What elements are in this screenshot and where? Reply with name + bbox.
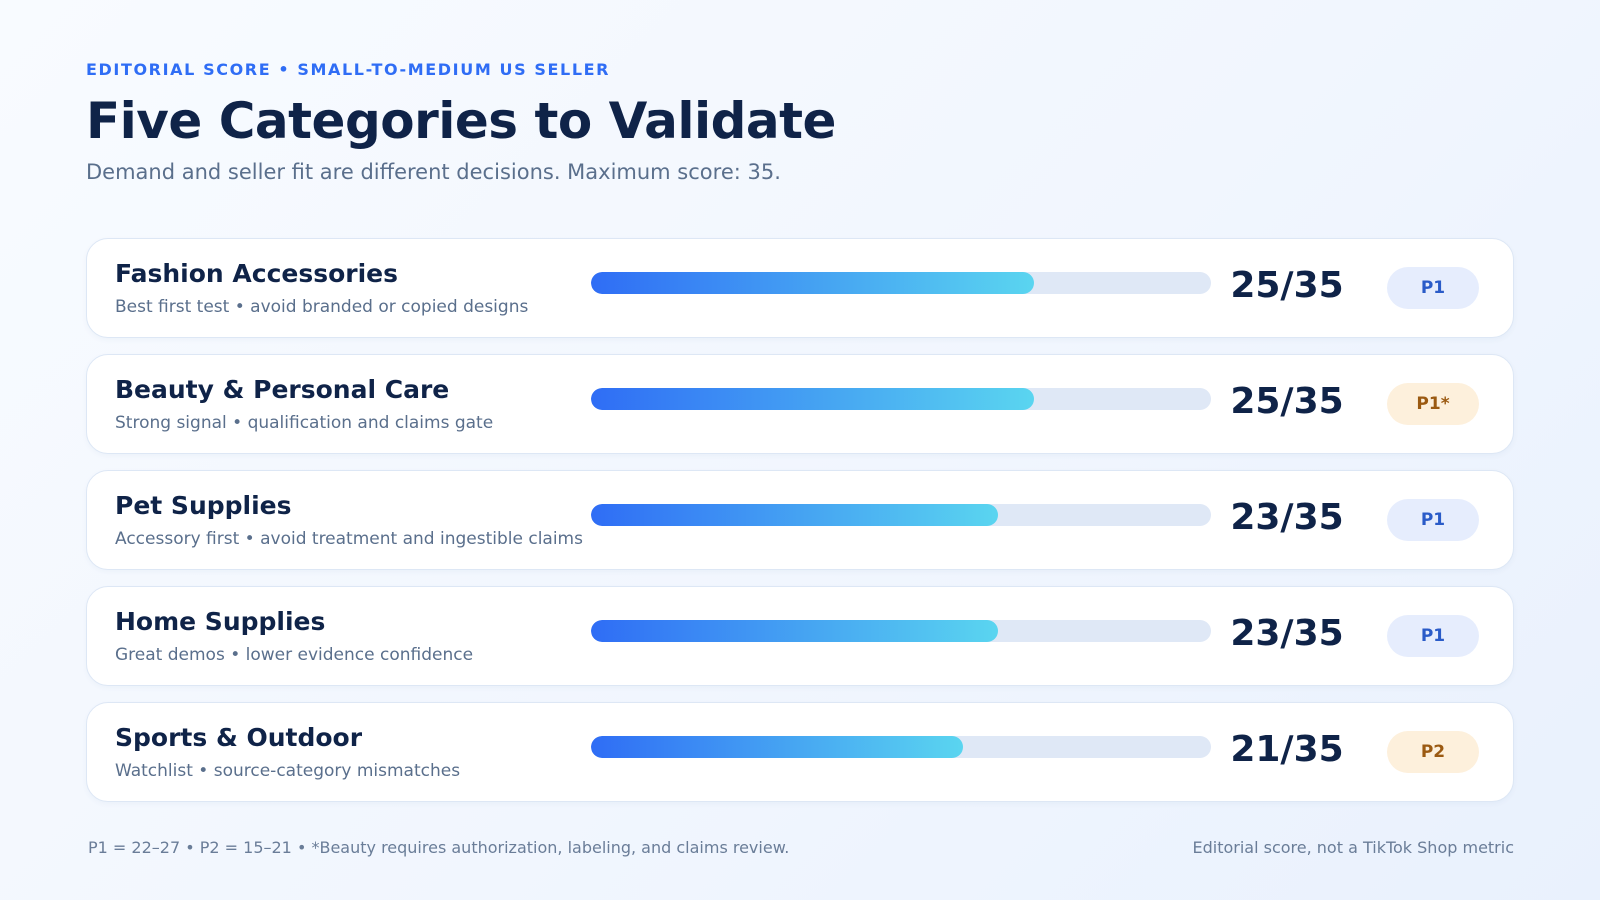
score-label: 25/35 [1230,381,1344,422]
category-row: Home Supplies Great demos • lower evidenc… [86,586,1514,686]
category-row: Sports & Outdoor Watchlist • source-categ… [86,702,1514,802]
priority-badge: P1 [1387,267,1479,309]
score-label: 21/35 [1230,729,1344,770]
score-bar [591,504,998,526]
score-bar-track [591,272,1211,294]
category-note: Watchlist • source-category mismatches [115,761,461,781]
score-bar-track [591,504,1211,526]
category-note: Great demos • lower evidence confidence [115,645,474,665]
tier-footnote: P1 = 22–27 • P2 = 15–21 • *Beauty requir… [88,838,790,857]
category-note: Accessory first • avoid treatment and in… [115,529,583,549]
page-title: Five Categories to Validate [86,92,836,150]
score-label: 23/35 [1230,497,1344,538]
priority-badge: P1 [1387,615,1479,657]
score-bar [591,272,1034,294]
category-row: Beauty & Personal Care Strong signal • qu… [86,354,1514,454]
category-name: Beauty & Personal Care [115,375,450,404]
eyebrow-label: EDITORIAL SCORE • SMALL-TO-MEDIUM US SEL… [86,60,611,79]
priority-badge: P1 [1387,499,1479,541]
score-bar-track [591,388,1211,410]
slide: EDITORIAL SCORE • SMALL-TO-MEDIUM US SEL… [86,0,1514,900]
page-subtitle: Demand and seller fit are different deci… [86,160,781,184]
score-bar-track [591,736,1211,758]
category-name: Fashion Accessories [115,259,399,288]
category-name: Home Supplies [115,607,326,636]
category-note: Strong signal • qualification and claims… [115,413,494,433]
priority-badge: P2 [1387,731,1479,773]
category-name: Sports & Outdoor [115,723,363,752]
score-label: 25/35 [1230,265,1344,306]
score-bar [591,620,998,642]
category-row: Fashion Accessories Best first test • avo… [86,238,1514,338]
priority-badge: P1* [1387,383,1479,425]
score-bar-track [591,620,1211,642]
score-bar [591,736,963,758]
category-note: Best first test • avoid branded or copie… [115,297,529,317]
source-note: Editorial score, not a TikTok Shop metri… [1192,838,1514,857]
category-name: Pet Supplies [115,491,292,520]
score-bar [591,388,1034,410]
score-label: 23/35 [1230,613,1344,654]
category-row: Pet Supplies Accessory first • avoid trea… [86,470,1514,570]
category-score-list: Fashion Accessories Best first test • avo… [86,238,1514,818]
